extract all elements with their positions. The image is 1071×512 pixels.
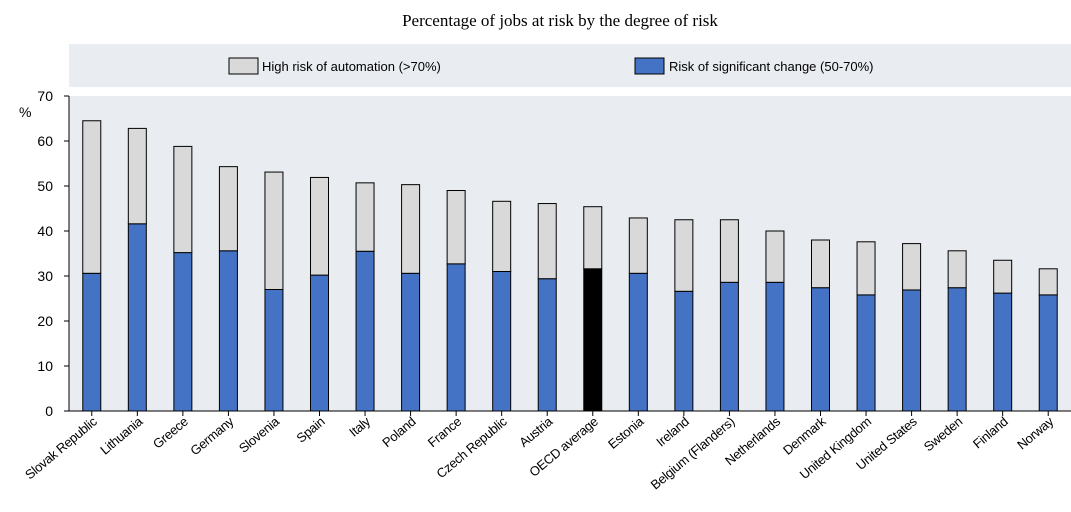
y-tick-label-0: 0 <box>45 403 53 419</box>
x-tick-label-sweden: Sweden <box>921 414 965 455</box>
bar-significant-change-norway <box>1038 294 1058 412</box>
bar-high-risk-germany <box>218 166 238 252</box>
y-tick-label-70: 70 <box>37 88 53 104</box>
bar-significant-change-denmark <box>811 287 830 412</box>
y-tick-label-10: 10 <box>37 358 53 374</box>
bar-significant-change-greece <box>173 252 193 412</box>
bar-high-risk-spain <box>310 176 329 276</box>
bar-high-risk-united-kingdom <box>856 241 876 296</box>
bar-high-risk-finland <box>993 259 1013 294</box>
bar-high-risk-france <box>446 190 466 265</box>
x-tick-label-norway: Norway <box>1014 413 1057 452</box>
y-tick-label-50: 50 <box>37 178 53 194</box>
y-axis-unit-label: % <box>19 104 31 120</box>
x-tick-label-austria: Austria <box>516 413 556 450</box>
y-tick-label-60: 60 <box>37 133 53 149</box>
bar-high-risk-oecd-average <box>583 206 603 270</box>
x-tick-label-ireland: Ireland <box>653 414 692 450</box>
bar-significant-change-austria <box>537 278 557 412</box>
bar-high-risk-estonia <box>628 217 648 274</box>
bar-significant-change-spain <box>310 274 329 412</box>
y-tick-label-30: 30 <box>37 268 53 284</box>
x-tick-label-greece: Greece <box>150 414 191 452</box>
bar-significant-change-czech-republic <box>492 271 512 412</box>
bar-high-risk-czech-republic <box>492 200 512 272</box>
bar-high-risk-netherlands <box>765 230 785 283</box>
chart-title: Percentage of jobs at risk by the degree… <box>402 11 718 30</box>
y-axis: 0 10 20 30 40 50 60 70 <box>37 88 70 419</box>
bar-high-risk-belgium-flanders <box>719 219 739 283</box>
x-tick-label-belgium-flanders: Belgium (Flanders) <box>648 414 738 493</box>
x-tick-label-slovak-republic: Slovak Republic <box>22 413 100 482</box>
bar-high-risk-austria <box>537 203 557 280</box>
bar-significant-change-germany <box>218 250 238 412</box>
bar-significant-change-united-kingdom <box>856 294 876 412</box>
bar-significant-change-poland <box>401 272 421 412</box>
bar-significant-change-estonia <box>628 272 648 412</box>
bar-significant-change-ireland <box>674 290 694 412</box>
bar-high-risk-denmark <box>811 239 830 289</box>
bar-significant-change-lithuania <box>127 223 147 412</box>
bar-significant-change-slovak-republic <box>82 272 102 412</box>
bar-high-risk-italy <box>355 182 375 252</box>
bar-significant-change-netherlands <box>765 281 785 412</box>
x-tick-label-spain: Spain <box>293 414 327 446</box>
legend-background <box>69 44 1071 87</box>
bar-high-risk-poland <box>401 184 421 274</box>
y-tick-label-40: 40 <box>37 223 53 239</box>
bar-significant-change-italy <box>355 250 375 412</box>
bar-high-risk-sweden <box>947 250 967 289</box>
bar-significant-change-oecd-average <box>583 268 603 412</box>
bars-layer <box>82 120 1058 412</box>
x-tick-label-slovenia: Slovenia <box>236 413 283 456</box>
legend-swatch-high-risk <box>228 57 259 75</box>
x-tick-label-finland: Finland <box>970 414 1011 452</box>
legend-label-high-risk: High risk of automation (>70%) <box>262 59 441 74</box>
bar-high-risk-lithuania <box>127 127 147 225</box>
x-tick-label-italy: Italy <box>346 413 373 439</box>
x-tick-label-lithuania: Lithuania <box>97 413 146 457</box>
bar-high-risk-norway <box>1038 268 1058 296</box>
bar-significant-change-slovenia <box>264 289 284 412</box>
bar-high-risk-slovenia <box>264 171 284 290</box>
bar-high-risk-slovak-republic <box>82 120 102 274</box>
legend-label-significant-change: Risk of significant change (50-70%) <box>669 59 874 74</box>
x-tick-label-estonia: Estonia <box>605 413 647 452</box>
bar-significant-change-sweden <box>947 287 967 412</box>
y-tick-label-20: 20 <box>37 313 53 329</box>
bar-significant-change-belgium-flanders <box>719 281 739 412</box>
x-tick-label-france: France <box>425 414 464 450</box>
bar-significant-change-france <box>446 263 466 412</box>
bar-high-risk-united-states <box>902 243 922 291</box>
x-tick-label-poland: Poland <box>379 414 418 450</box>
legend-swatch-significant-change <box>634 57 665 75</box>
bar-high-risk-ireland <box>674 219 694 292</box>
bar-significant-change-finland <box>993 292 1013 412</box>
bar-high-risk-greece <box>173 145 193 254</box>
bar-significant-change-united-states <box>902 289 922 412</box>
x-tick-label-germany: Germany <box>187 413 237 458</box>
